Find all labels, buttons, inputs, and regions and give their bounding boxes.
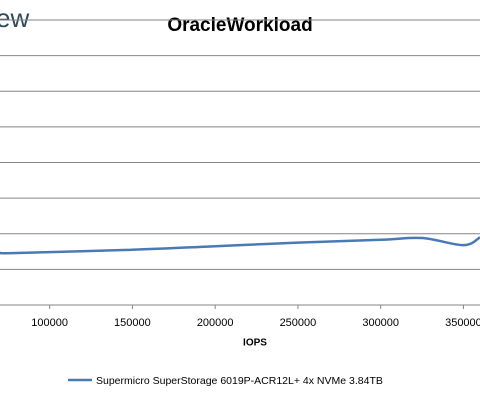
x-tick-label: 150000	[114, 317, 151, 329]
x-tick-label: 300000	[362, 317, 399, 329]
x-tick-label: 200000	[197, 317, 234, 329]
x-axis-label: IOPS	[243, 338, 267, 349]
x-tick-label: 350000	[445, 317, 480, 329]
watermark: ew	[0, 3, 29, 33]
legend-label: Supermicro SuperStorage 6019P-ACR12L+ 4x…	[96, 375, 383, 387]
series-line	[0, 236, 480, 255]
x-tick-label: 100000	[31, 317, 68, 329]
x-tick-label: 250000	[280, 317, 317, 329]
chart-title: OracleWorkload	[167, 15, 312, 36]
